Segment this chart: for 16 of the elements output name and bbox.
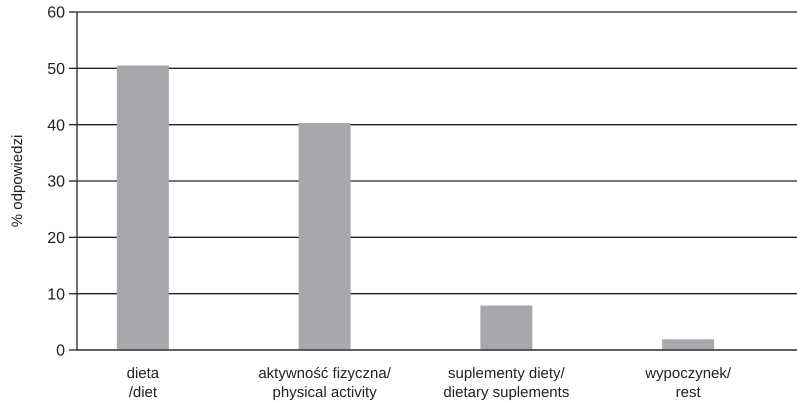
x-tick-label: dieta /diet	[126, 365, 160, 401]
y-tick-label: 20	[47, 230, 66, 247]
x-tick-label: aktywność fizyczna/ physical activity	[258, 365, 392, 401]
y-tick-label: 30	[47, 174, 66, 191]
y-tick-label: 50	[47, 60, 66, 78]
y-tick-label: 40	[47, 117, 66, 134]
y-tick-label: 0	[56, 342, 66, 360]
bar	[116, 66, 169, 350]
bar	[662, 339, 714, 350]
bar	[298, 122, 351, 350]
x-tick-label: suplementy diety/ dietary suplements	[443, 365, 570, 401]
y-axis-title: % odpowiedzi	[9, 134, 26, 228]
y-tick-label: 10	[47, 286, 66, 304]
y-tick-label: 60	[47, 4, 66, 22]
bar	[480, 305, 532, 350]
x-tick-label: wypoczynek/ rest	[644, 365, 732, 401]
